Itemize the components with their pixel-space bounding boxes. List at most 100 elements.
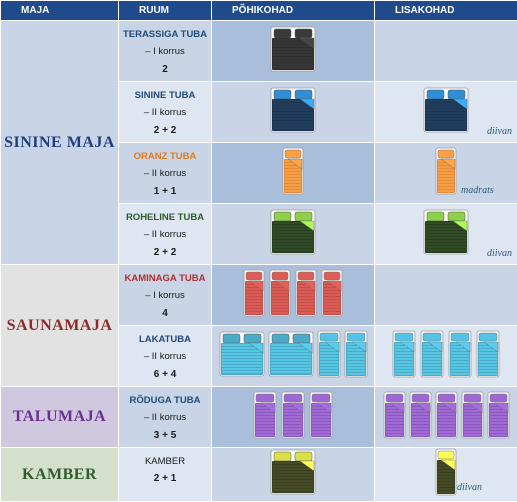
room-name: KAMINAGA TUBA [119, 274, 211, 284]
main-beds-kamber [212, 448, 375, 502]
room-name: KAMBER [119, 457, 211, 467]
double-bed-icon [270, 449, 316, 500]
room-count: 4 [119, 309, 211, 319]
single-bed-icon [344, 330, 368, 383]
group-label: KAMBER [22, 466, 97, 483]
room-count: 3 + 5 [119, 431, 211, 441]
room-terassiga-tuba: TERASSIGA TUBA – I korrus 2 [119, 21, 212, 82]
single-bed-icon [383, 391, 406, 444]
single-bed-icon [461, 391, 484, 444]
single-bed-icon [321, 269, 343, 322]
room-name: ROHELINE TUBA [119, 213, 211, 223]
extra-label: madrats [461, 185, 494, 196]
bed-group [212, 26, 374, 77]
single-bed-icon [269, 269, 291, 322]
bed-group [375, 330, 517, 383]
table-row: KAMBER KAMBER 2 + 1 diivan [1, 448, 517, 502]
room-name: TERASSIGA TUBA [119, 30, 211, 40]
group-talumaja: TALUMAJA [1, 387, 119, 448]
room-lakatuba: LAKATUBA – II korrus 6 + 4 [119, 326, 212, 387]
bed-group [212, 147, 374, 200]
bed-group [212, 449, 374, 500]
room-floor: – II korrus [119, 413, 211, 423]
group-label: SININE MAJA [4, 134, 115, 151]
room-name: LAKATUBA [119, 335, 211, 345]
extra-label: diivan [487, 126, 512, 137]
header-row: MAJA RUUM PÕHIKOHAD LISAKOHAD [1, 1, 517, 21]
extra-label: diivan [457, 482, 482, 493]
single-bed-icon [253, 391, 277, 444]
room-kaminaga-tuba: KAMINAGA TUBA – I korrus 4 [119, 265, 212, 326]
extra-beds-sinine: diivan [375, 82, 517, 143]
header-maja: MAJA [1, 1, 119, 21]
extra-beds-roduga [375, 387, 517, 448]
sofa-bed-icon [423, 87, 469, 138]
single-bed-icon [317, 330, 341, 383]
extra-beds-kamber: diivan [375, 448, 517, 502]
room-count: 2 [119, 65, 211, 75]
room-floor: – I korrus [119, 47, 211, 57]
bed-group [212, 391, 374, 444]
bed-group [212, 269, 374, 322]
single-bed-icon [295, 269, 317, 322]
room-floor: – II korrus [119, 230, 211, 240]
main-beds-sinine [212, 82, 375, 143]
double-bed-icon [219, 331, 265, 382]
sofa-bed-icon [435, 448, 457, 501]
room-name: SININE TUBA [119, 91, 211, 101]
table-row: SAUNAMAJA KAMINAGA TUBA – I korrus 4 [1, 265, 517, 326]
double-bed-icon [268, 331, 314, 382]
group-kamber: KAMBER [1, 448, 119, 502]
extra-label: diivan [487, 248, 512, 259]
main-beds-roduga [212, 387, 375, 448]
group-label: TALUMAJA [13, 408, 106, 425]
single-bed-icon [476, 330, 500, 383]
extra-beds-terassiga [375, 21, 517, 82]
room-kamber: KAMBER 2 + 1 [119, 448, 212, 502]
room-name: ORANZ TUBA [119, 152, 211, 162]
table-row: TALUMAJA RÕDUGA TUBA – II korrus 3 + 5 [1, 387, 517, 448]
single-bed-icon [281, 391, 305, 444]
double-bed-icon [270, 209, 316, 260]
main-beds-kaminaga [212, 265, 375, 326]
group-saunamaja: SAUNAMAJA [1, 265, 119, 387]
bed-group [375, 448, 517, 501]
single-bed-icon [309, 391, 333, 444]
room-oranz-tuba: ORANZ TUBA – II korrus 1 + 1 [119, 143, 212, 204]
room-roduga-tuba: RÕDUGA TUBA – II korrus 3 + 5 [119, 387, 212, 448]
single-bed-icon [282, 147, 304, 200]
bed-group [375, 147, 517, 200]
bed-group [375, 391, 517, 444]
main-beds-roheline [212, 204, 375, 265]
room-count: 2 + 2 [119, 126, 211, 136]
main-beds-oranz [212, 143, 375, 204]
single-bed-icon [409, 391, 432, 444]
mattress-icon [435, 147, 457, 200]
main-beds-lakatuba [212, 326, 375, 387]
header-ruum: RUUM [119, 1, 212, 21]
room-floor: – II korrus [119, 169, 211, 179]
header-pohikohad: PÕHIKOHAD [212, 1, 375, 21]
room-count: 2 + 1 [119, 474, 211, 484]
room-floor: – II korrus [119, 108, 211, 118]
single-bed-icon [487, 391, 510, 444]
single-bed-icon [435, 391, 458, 444]
bed-group [212, 87, 374, 138]
main-beds-terassiga [212, 21, 375, 82]
single-bed-icon [448, 330, 472, 383]
double-bed-icon [270, 26, 316, 77]
room-floor: – II korrus [119, 352, 211, 362]
room-roheline-tuba: ROHELINE TUBA – II korrus 2 + 2 [119, 204, 212, 265]
table-row: SININE MAJA TERASSIGA TUBA – I korrus 2 [1, 21, 517, 82]
single-bed-icon [392, 330, 416, 383]
extra-beds-lakatuba [375, 326, 517, 387]
extra-beds-kaminaga [375, 265, 517, 326]
room-count: 2 + 2 [119, 248, 211, 258]
double-bed-icon [270, 87, 316, 138]
single-bed-icon [243, 269, 265, 322]
bed-group [212, 209, 374, 260]
group-label: SAUNAMAJA [7, 317, 113, 334]
single-bed-icon [420, 330, 444, 383]
room-floor: – I korrus [119, 291, 211, 301]
